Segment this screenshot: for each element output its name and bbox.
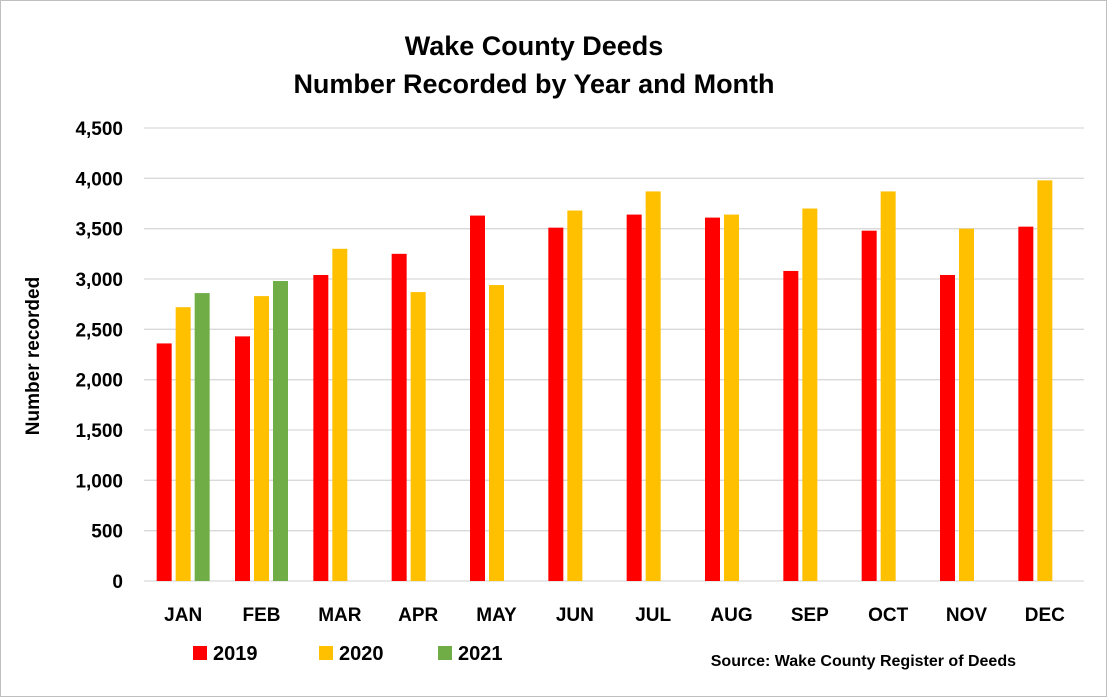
legend-swatch-2021 bbox=[438, 646, 452, 660]
bar-dec-2020 bbox=[1037, 180, 1053, 581]
bar-jun-2020 bbox=[567, 210, 583, 581]
bar-dec-2019 bbox=[1018, 226, 1034, 582]
bar-jan-2019 bbox=[156, 343, 172, 581]
bar-jan-2021 bbox=[194, 293, 210, 581]
bar-jul-2019 bbox=[626, 214, 642, 581]
y-tick-label: 1,000 bbox=[75, 471, 123, 492]
bar-may-2019 bbox=[470, 215, 485, 581]
chart-title-line-2: Number Recorded by Year and Month bbox=[293, 69, 774, 99]
x-tick-label: MAR bbox=[318, 605, 362, 626]
bar-mar-2020 bbox=[332, 248, 348, 582]
x-tick-label: SEP bbox=[791, 605, 829, 626]
bar-nov-2020 bbox=[959, 228, 974, 581]
legend-label: 2021 bbox=[458, 643, 503, 665]
legend-label: 2020 bbox=[339, 643, 384, 665]
y-tick-label: 2,500 bbox=[75, 320, 123, 341]
legend-swatch-2020 bbox=[319, 646, 333, 660]
x-tick-label: NOV bbox=[946, 605, 988, 626]
y-tick-label: 500 bbox=[91, 522, 123, 543]
y-axis-ticks: 0 500 1,000 1,500 2,000 2,500 3,000 3,500 4,000 4… bbox=[75, 119, 123, 593]
bar-oct-2019 bbox=[861, 230, 877, 581]
x-tick-label: JAN bbox=[164, 605, 202, 626]
legend-swatch-2019 bbox=[193, 646, 207, 660]
bar-aug-2019 bbox=[705, 217, 720, 582]
chart-title: Wake County Deeds Number Recorded by Yea… bbox=[293, 31, 774, 99]
x-tick-label: JUL bbox=[635, 605, 671, 626]
bar-jan-2020 bbox=[175, 307, 191, 581]
bar-feb-2020 bbox=[254, 296, 269, 581]
bars bbox=[156, 180, 1053, 582]
y-tick-label: 3,000 bbox=[75, 270, 123, 291]
bar-apr-2020 bbox=[410, 292, 426, 581]
legend: 2019 2020 2021 bbox=[193, 643, 503, 665]
bar-oct-2020 bbox=[880, 191, 896, 582]
x-tick-label: AUG bbox=[710, 605, 752, 626]
x-tick-label: APR bbox=[398, 605, 438, 626]
chart-title-line-1: Wake County Deeds bbox=[405, 31, 664, 61]
y-axis-title: Number recorded bbox=[23, 277, 44, 435]
bar-jul-2020 bbox=[645, 191, 661, 582]
bar-sep-2019 bbox=[783, 270, 799, 581]
legend-label: 2019 bbox=[213, 643, 258, 665]
bar-aug-2020 bbox=[724, 214, 739, 581]
bar-may-2020 bbox=[489, 285, 504, 581]
source-note: Source: Wake County Register of Deeds bbox=[711, 653, 1016, 670]
x-tick-label: JUN bbox=[556, 605, 594, 626]
bar-jun-2019 bbox=[548, 227, 564, 581]
bar-feb-2019 bbox=[235, 336, 250, 581]
y-tick-label: 0 bbox=[112, 572, 123, 593]
y-tick-label: 4,500 bbox=[75, 119, 123, 140]
x-tick-label: DEC bbox=[1025, 605, 1065, 626]
x-tick-label: MAY bbox=[476, 605, 517, 626]
y-tick-label: 3,500 bbox=[75, 220, 123, 241]
x-axis-ticks: JAN FEB MAR APR MAY JUN JUL AUG SEP OCT NOV DEC bbox=[164, 605, 1065, 626]
bar-apr-2019 bbox=[391, 253, 407, 582]
bar-mar-2019 bbox=[313, 274, 329, 581]
y-tick-label: 4,000 bbox=[75, 169, 123, 190]
x-tick-label: FEB bbox=[243, 605, 281, 626]
bar-feb-2021 bbox=[273, 281, 288, 581]
y-tick-label: 1,500 bbox=[75, 421, 123, 442]
x-tick-label: OCT bbox=[868, 605, 909, 626]
y-tick-label: 2,000 bbox=[75, 371, 123, 392]
gridlines bbox=[144, 127, 1084, 582]
bar-sep-2020 bbox=[802, 208, 818, 582]
bar-nov-2019 bbox=[940, 274, 955, 581]
